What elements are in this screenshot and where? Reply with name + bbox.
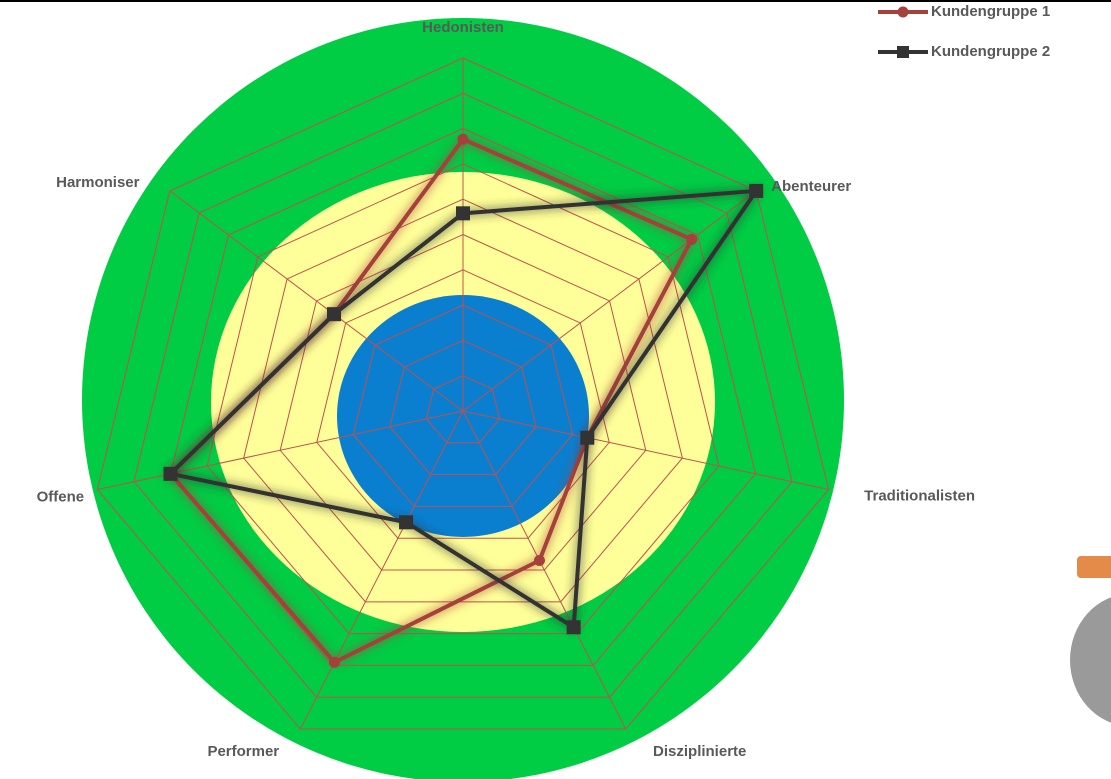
widget-tab [1077,556,1111,578]
legend: Kundengruppe 1 Kundengruppe 2 [878,3,1050,60]
marker [533,554,545,566]
grid-ring [389,339,537,476]
axis-label: Hedonisten [422,19,504,36]
grid-ring [425,375,501,444]
axis-label: Harmoniser [56,174,140,191]
legend-label: Kundengruppe 2 [931,43,1050,60]
grid-ring [352,304,574,507]
grid-ring [206,163,720,635]
spoke [299,410,464,730]
marker [328,656,340,668]
axis-label: Performer [207,743,279,760]
grid-ring [316,269,610,539]
grid-ring [96,57,830,730]
marker [399,515,414,530]
top-border [0,0,1111,2]
zone-inner [337,295,589,537]
marker [580,430,595,445]
spoke [462,190,757,412]
spoke [169,190,464,412]
widget-globe [1070,597,1111,723]
spoke [462,410,829,491]
grid [96,57,830,730]
marker [897,6,909,18]
spoke [462,410,627,730]
plot [163,133,764,668]
legend-label: Kundengruppe 1 [931,3,1050,20]
series-line [166,188,761,631]
grid-ring [169,128,757,666]
grid-ring [133,92,793,698]
grid-ring [279,233,647,571]
axis-label: Disziplinierte [653,743,746,760]
axis-label: Traditionalisten [864,488,975,505]
marker [326,307,341,322]
marker [457,133,469,145]
marker [686,233,698,245]
grid-ring [243,198,683,603]
marker [897,46,909,58]
axis-label: Offene [37,489,85,506]
marker [749,183,764,198]
spoke [97,410,464,491]
marker [456,206,470,221]
marker [566,620,581,635]
marker [163,466,178,481]
axis-label: Abenteurer [771,178,851,195]
